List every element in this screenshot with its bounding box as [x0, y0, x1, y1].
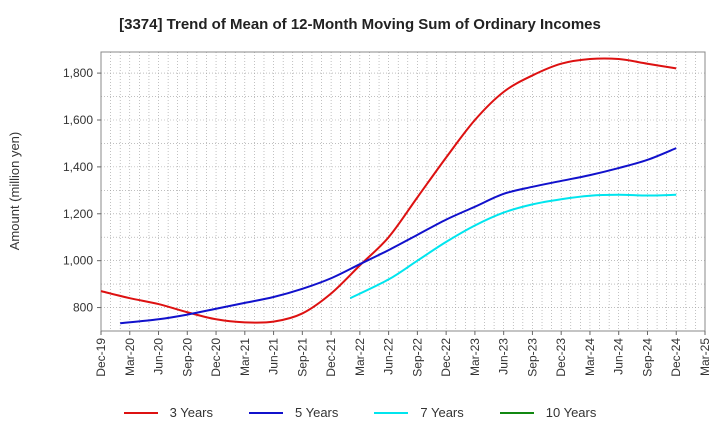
legend-item-3-years: 3 Years [123, 405, 213, 420]
y-tick-label: 1,200 [63, 207, 93, 221]
x-tick-label: Mar-23 [468, 338, 482, 376]
legend: 3 Years 5 Years 7 Years 10 Years [0, 405, 720, 420]
x-tick-label: Dec-20 [209, 338, 223, 377]
y-tick-label: 800 [73, 301, 93, 315]
x-tick-label: Dec-19 [94, 338, 108, 377]
x-tick-label: Jun-22 [382, 338, 396, 375]
x-tick-label: Sep-24 [640, 338, 654, 377]
y-tick-label: 1,000 [63, 254, 93, 268]
y-axis-label: Amount (million yen) [7, 132, 22, 251]
x-tick-label: Sep-21 [295, 338, 309, 377]
x-tick-label: Mar-24 [583, 338, 597, 376]
legend-swatch-10-years [499, 411, 534, 414]
series-line-3-years [100, 57, 677, 324]
x-tick-label: Jun-20 [152, 338, 166, 375]
legend-item-10-years: 10 Years [499, 405, 597, 420]
chart-title: [3374] Trend of Mean of 12-Month Moving … [119, 16, 601, 33]
legend-label-7-years: 7 Years [420, 405, 464, 420]
x-tick-label: Mar-25 [698, 338, 712, 376]
legend-swatch-3-years [123, 411, 158, 414]
x-tick-label: Dec-21 [324, 338, 338, 377]
y-tick-label: 1,400 [63, 160, 93, 174]
x-tick-label: Dec-22 [439, 338, 453, 377]
legend-swatch-7-years [374, 411, 409, 414]
legend-swatch-5-years [249, 411, 283, 414]
y-tick-label: 1,800 [63, 66, 93, 80]
x-tick-label: Mar-20 [123, 338, 137, 376]
x-tick-label: Sep-22 [410, 338, 424, 377]
x-tick-label: Mar-22 [353, 338, 367, 376]
x-tick-label: Jun-24 [612, 338, 626, 375]
legend-label-10-years: 10 Years [545, 405, 597, 420]
y-axis: 800 1,000 1,200 1,400 1,600 1,800 [63, 66, 101, 315]
x-tick-label: Dec-24 [669, 338, 683, 377]
legend-item-5-years: 5 Years [249, 405, 338, 420]
x-tick-label: Sep-23 [525, 338, 539, 377]
series-line-5-years [120, 147, 677, 325]
legend-label-3-years: 3 Years [169, 405, 213, 420]
x-tick-label: Dec-23 [554, 338, 568, 377]
x-tick-label: Jun-21 [267, 338, 281, 375]
x-tick-label: Jun-23 [497, 338, 511, 375]
x-tick-label: Sep-20 [180, 338, 194, 377]
x-tick-label: Mar-21 [238, 338, 252, 376]
y-tick-label: 1,600 [63, 113, 93, 127]
grid [101, 52, 705, 331]
series-line-7-years [349, 193, 677, 300]
legend-item-7-years: 7 Years [374, 405, 464, 420]
x-axis: Dec-19 Mar-20 Jun-20 Sep-20 Dec-20 Mar-21 Jun-… [94, 331, 712, 377]
plot-area [100, 51, 706, 332]
series-lines [100, 57, 677, 325]
legend-label-5-years: 5 Years [295, 405, 339, 420]
